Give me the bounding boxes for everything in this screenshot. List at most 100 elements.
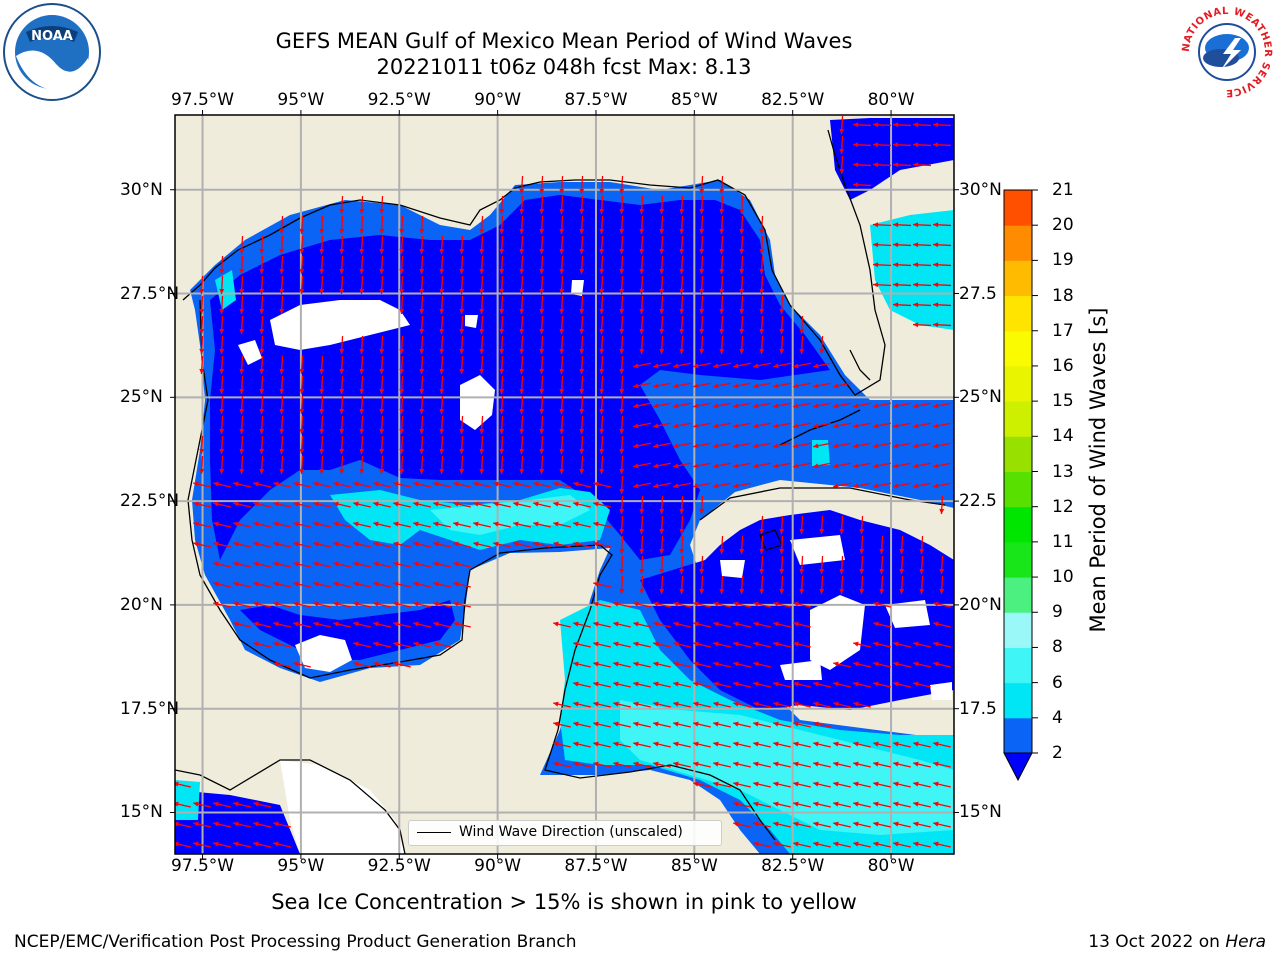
wave-direction-arrowhead — [279, 448, 285, 454]
wave-direction-arrowhead — [313, 561, 319, 567]
wave-direction-arrowhead — [233, 821, 239, 827]
wave-direction-arrowhead — [779, 348, 785, 354]
wave-direction-arrowhead — [713, 601, 719, 607]
wave-direction-arrowhead — [593, 501, 599, 507]
wave-direction-arrowhead — [313, 621, 319, 627]
wave-direction-arrowhead — [793, 621, 799, 627]
wave-direction-arrowhead — [759, 348, 765, 354]
noaa-logo: NOAA — [3, 3, 101, 101]
wave-direction-arrowhead — [539, 288, 545, 294]
wave-direction-arrowhead — [739, 248, 745, 254]
svg-text:NOAA: NOAA — [31, 29, 73, 44]
wave-direction-arrowhead — [175, 781, 179, 787]
wave-direction-arrowhead — [819, 588, 825, 594]
wave-direction-arrowhead — [793, 701, 799, 707]
wave-direction-arrowhead — [873, 443, 879, 449]
wave-direction-arrowhead — [353, 501, 359, 507]
wave-direction-arrowhead — [519, 268, 525, 274]
lon-tick-label-top: 80°W — [867, 90, 915, 110]
wave-direction-arrowhead — [399, 388, 405, 394]
wave-direction-arrowhead — [873, 483, 879, 489]
colorbar-segment — [1004, 647, 1032, 684]
wave-direction-arrowhead — [559, 388, 565, 394]
wave-direction-arrowhead — [413, 521, 419, 527]
wave-direction-arrowhead — [519, 328, 525, 334]
wave-direction-arrowhead — [599, 408, 605, 414]
wave-direction-arrowhead — [273, 501, 279, 507]
wave-direction-arrowhead — [253, 561, 259, 567]
wave-direction-arrowhead — [319, 228, 325, 234]
wave-direction-arrowhead — [499, 268, 505, 274]
wave-direction-arrowhead — [519, 428, 525, 434]
wave-direction-arrowhead — [659, 568, 665, 574]
wave-direction-arrowhead — [513, 501, 519, 507]
wave-direction-arrowhead — [873, 142, 879, 148]
wave-direction-arrowhead — [513, 481, 519, 487]
wave-direction-arrowhead — [713, 403, 719, 409]
wave-direction-arrowhead — [499, 328, 505, 334]
wave-direction-arrowhead — [719, 328, 725, 334]
wave-direction-arrowhead — [753, 443, 759, 449]
wave-direction-arrowhead — [673, 383, 679, 389]
wave-direction-arrowhead — [839, 568, 845, 574]
wave-direction-arrowhead — [293, 661, 299, 667]
wave-direction-arrowhead — [399, 348, 405, 354]
wind-wave-arrows — [175, 115, 952, 848]
wave-direction-arrowhead — [753, 681, 759, 687]
wave-direction-arrowhead — [499, 408, 505, 414]
wave-direction-arrowhead — [893, 162, 899, 168]
wave-direction-arrowhead — [175, 841, 179, 847]
wave-direction-arrowhead — [819, 568, 825, 574]
wave-direction-arrowhead — [673, 641, 679, 647]
colorbar-segment — [1004, 295, 1032, 332]
wave-direction-arrowhead — [593, 661, 599, 667]
wave-direction-arrowhead — [573, 741, 579, 747]
wave-direction-arrowhead — [933, 821, 939, 827]
wave-direction-arrowhead — [233, 561, 239, 567]
wave-direction-arrowhead — [913, 483, 919, 489]
wave-direction-arrowhead — [673, 463, 679, 469]
wave-direction-arrowhead — [813, 443, 819, 449]
wave-direction-arrowhead — [713, 621, 719, 627]
wave-direction-arrowhead — [893, 781, 899, 787]
wave-direction-arrowhead — [773, 363, 779, 369]
colorbar-segment — [1004, 190, 1032, 226]
wave-direction-arrowhead — [619, 568, 625, 574]
wave-direction-arrowhead — [339, 268, 345, 274]
wave-direction-arrowhead — [559, 248, 565, 254]
wave-direction-arrowhead — [859, 588, 865, 594]
wave-direction-arrowhead — [619, 508, 625, 514]
wave-direction-arrowhead — [879, 548, 885, 554]
wave-direction-arrowhead — [779, 568, 785, 574]
wave-direction-arrowhead — [419, 268, 425, 274]
wave-direction-arrowhead — [639, 568, 645, 574]
wave-direction-arrowhead — [279, 308, 285, 314]
wave-direction-arrowhead — [359, 448, 365, 454]
wave-direction-arrowhead — [679, 308, 685, 314]
wave-direction-arrowhead — [873, 801, 879, 807]
wave-direction-arrowhead — [933, 761, 939, 767]
colorbar-tick-label: 13 — [1052, 461, 1074, 482]
wave-direction-arrowhead — [799, 328, 805, 334]
map-frame — [174, 114, 955, 855]
wave-direction-arrowhead — [373, 641, 379, 647]
lat-tick-label-left: 30°N — [120, 179, 163, 200]
wave-direction-arrowhead — [699, 308, 705, 314]
wave-direction-arrowhead — [673, 741, 679, 747]
wave-direction-arrowhead — [659, 508, 665, 514]
wave-direction-arrowhead — [573, 701, 579, 707]
wave-direction-arrowhead — [199, 448, 205, 454]
lat-tick-label-right: 25°N — [959, 387, 1002, 408]
wave-direction-arrowhead — [175, 821, 179, 827]
wave-direction-arrowhead — [739, 268, 745, 274]
colorbar-tick-label: 21 — [1052, 180, 1074, 200]
wave-direction-arrowhead — [793, 383, 799, 389]
wave-direction-arrowhead — [379, 268, 385, 274]
wave-direction-arrowhead — [799, 588, 805, 594]
wave-direction-arrowhead — [893, 302, 899, 308]
wave-direction-arrowhead — [453, 541, 459, 547]
wave-direction-arrowhead — [919, 568, 925, 574]
wave-direction-arrowhead — [739, 328, 745, 334]
wave-direction-arrowhead — [573, 541, 579, 547]
wave-direction-arrowhead — [633, 363, 639, 369]
